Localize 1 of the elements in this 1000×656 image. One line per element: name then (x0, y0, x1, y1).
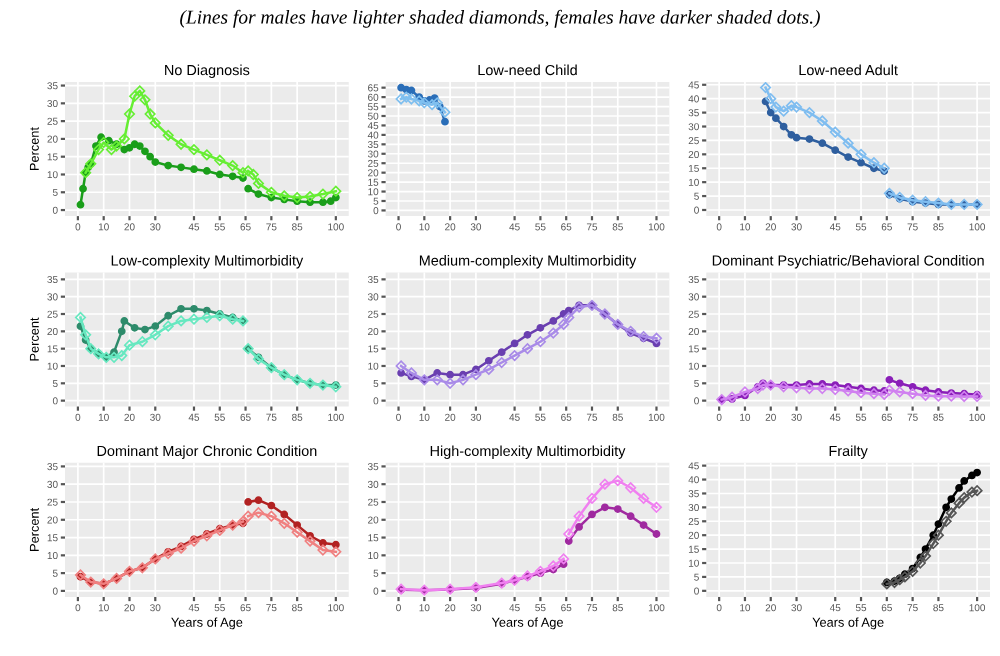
text: (Lines for males have lighter shaded diamonds, females have darker shaded dots.) (180, 9, 820, 28)
